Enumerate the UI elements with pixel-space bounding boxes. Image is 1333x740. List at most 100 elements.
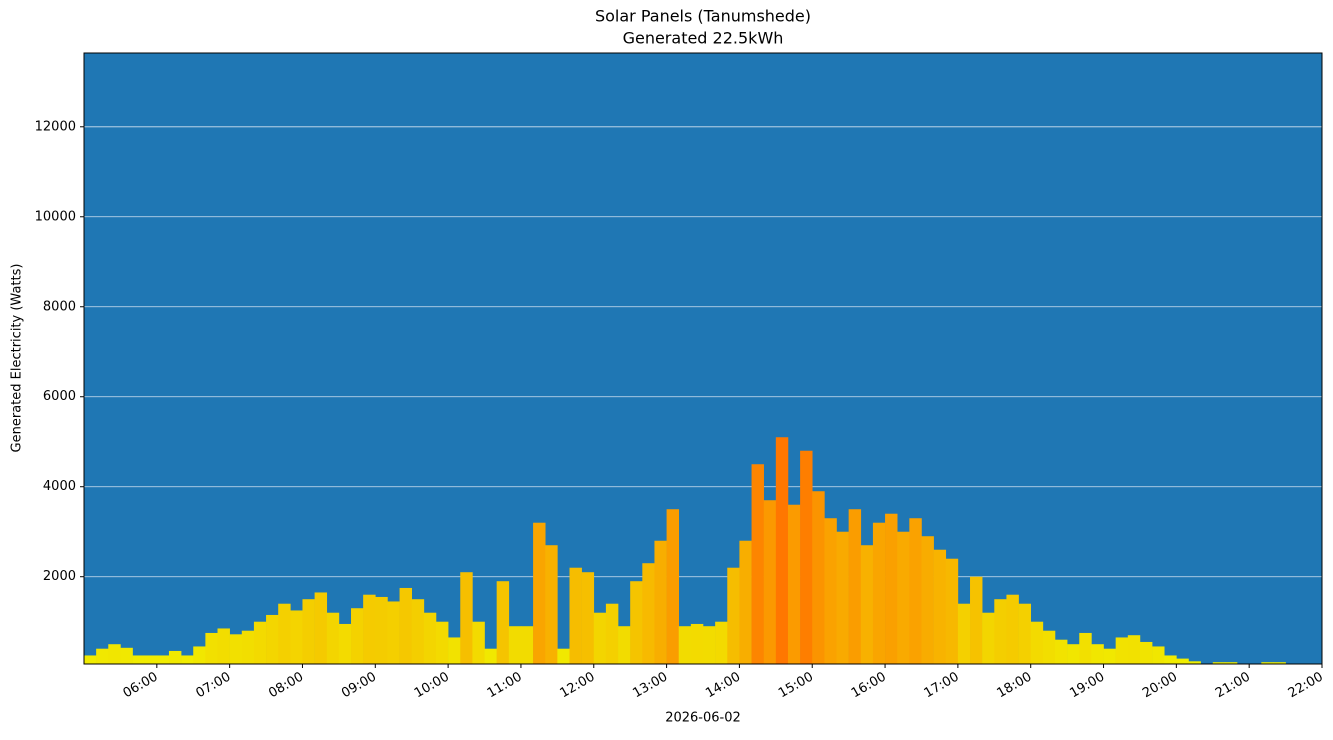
- bar: [764, 500, 776, 664]
- bar: [958, 604, 970, 664]
- bar: [254, 622, 266, 664]
- bar: [812, 491, 824, 664]
- bar: [1140, 642, 1152, 664]
- bar: [776, 437, 788, 664]
- bar: [351, 608, 363, 664]
- bar: [994, 599, 1006, 664]
- bar: [788, 505, 800, 664]
- bar: [1176, 659, 1188, 664]
- bar: [1067, 644, 1079, 664]
- bar: [375, 597, 387, 664]
- bar: [727, 568, 739, 664]
- bar: [582, 572, 594, 664]
- bar: [169, 651, 181, 664]
- bar: [533, 523, 545, 664]
- bar: [921, 536, 933, 664]
- bar: [1006, 595, 1018, 664]
- x-tick-label: 09:00: [339, 670, 379, 702]
- bar: [897, 532, 909, 664]
- x-tick-label: 10:00: [412, 670, 452, 702]
- bar: [1164, 655, 1176, 664]
- bar: [424, 613, 436, 664]
- bar: [509, 626, 521, 664]
- bar: [970, 577, 982, 664]
- bar: [618, 626, 630, 664]
- bar: [739, 541, 751, 664]
- bar: [460, 572, 472, 664]
- bar: [873, 523, 885, 664]
- bar: [497, 581, 509, 664]
- bar: [1031, 622, 1043, 664]
- bar: [1079, 633, 1091, 664]
- bar: [594, 613, 606, 664]
- bar: [521, 626, 533, 664]
- bar: [315, 592, 327, 664]
- x-tick-label: 16:00: [849, 670, 889, 702]
- bar: [387, 601, 399, 664]
- bar: [715, 622, 727, 664]
- x-tick-label: 22:00: [1286, 670, 1326, 702]
- bar: [84, 655, 96, 664]
- bar: [205, 633, 217, 664]
- x-tick-label: 17:00: [922, 670, 962, 702]
- chart-subtitle: Generated 22.5kWh: [623, 29, 784, 48]
- bar: [667, 509, 679, 664]
- bar: [400, 588, 412, 664]
- x-tick-label: 08:00: [266, 670, 306, 702]
- bar: [654, 541, 666, 664]
- bar: [278, 604, 290, 664]
- bar: [837, 532, 849, 664]
- x-tick-label: 19:00: [1067, 670, 1107, 702]
- bar: [485, 649, 497, 664]
- bar: [120, 648, 132, 664]
- bar: [1019, 604, 1031, 664]
- bar: [1091, 644, 1103, 664]
- bar: [339, 624, 351, 664]
- y-tick-label: 8000: [43, 299, 76, 314]
- bar: [108, 644, 120, 664]
- bar: [157, 655, 169, 664]
- bar: [569, 568, 581, 664]
- bar: [545, 545, 557, 664]
- bar: [752, 464, 764, 664]
- bar: [630, 581, 642, 664]
- bar: [849, 509, 861, 664]
- x-tick-label: 12:00: [558, 670, 598, 702]
- y-tick-label: 4000: [43, 479, 76, 494]
- bar: [824, 518, 836, 664]
- bar: [1055, 640, 1067, 664]
- bar: [691, 624, 703, 664]
- x-tick-label: 15:00: [776, 670, 816, 702]
- y-tick-label: 12000: [35, 119, 76, 134]
- bar: [1116, 637, 1128, 664]
- bar: [934, 550, 946, 664]
- bar: [946, 559, 958, 664]
- bar: [436, 622, 448, 664]
- x-tick-label: 11:00: [485, 670, 525, 702]
- bar: [472, 622, 484, 664]
- x-tick-label: 20:00: [1140, 670, 1180, 702]
- bar: [302, 599, 314, 664]
- plot-area: [84, 53, 1322, 664]
- bar: [96, 649, 108, 664]
- x-tick-label: 07:00: [193, 670, 233, 702]
- bar: [363, 595, 375, 664]
- bar: [133, 655, 145, 664]
- bar: [1152, 646, 1164, 664]
- x-tick-label: 13:00: [630, 670, 670, 702]
- bar: [290, 610, 302, 664]
- bar: [1128, 635, 1140, 664]
- y-tick-label: 6000: [43, 389, 76, 404]
- bar: [412, 599, 424, 664]
- bar: [909, 518, 921, 664]
- y-tick-label: 10000: [35, 209, 76, 224]
- bar: [982, 613, 994, 664]
- y-axis-label: Generated Electricity (Watts): [10, 264, 25, 453]
- bar: [642, 563, 654, 664]
- bar: [181, 655, 193, 664]
- bar: [266, 615, 278, 664]
- x-tick-label: 21:00: [1213, 670, 1253, 702]
- x-tick-label: 14:00: [703, 670, 743, 702]
- bar: [218, 628, 230, 664]
- bar: [679, 626, 691, 664]
